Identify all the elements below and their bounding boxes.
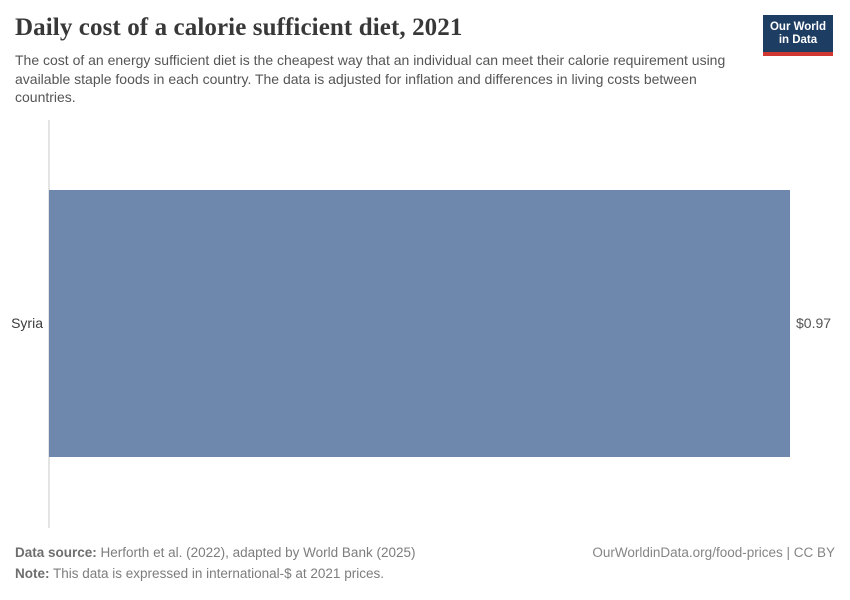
bar-syria[interactable]	[49, 189, 790, 457]
entity-label-syria: Syria	[11, 314, 43, 331]
value-label-syria: $0.97	[796, 314, 832, 331]
chart-plot-area: Syria $0.97	[0, 119, 850, 530]
owid-logo-line1: Our World	[769, 21, 826, 33]
citation-link[interactable]: OurWorldinData.org/food-prices | CC BY	[592, 544, 835, 560]
chart-header: Daily cost of a calorie sufficient diet,…	[0, 0, 850, 107]
note-label: Note:	[15, 565, 50, 581]
chart-title: Daily cost of a calorie sufficient diet,…	[15, 14, 463, 41]
data-source-label: Data source:	[15, 544, 97, 560]
note-line: Note: This data is expressed in internat…	[15, 565, 835, 583]
owid-logo-line2: in Data	[778, 34, 818, 46]
data-source-text: Herforth et al. (2022), adapted by World…	[100, 544, 416, 560]
chart-subtitle: The cost of an energy sufficient diet is…	[15, 52, 726, 105]
chart-footer: Data source: Herforth et al. (2022), ada…	[0, 544, 850, 583]
note-text: This data is expressed in international-…	[53, 565, 384, 581]
owid-logo[interactable]: Our World in Data	[762, 15, 833, 56]
data-source-line: Data source: Herforth et al. (2022), ada…	[15, 544, 415, 562]
